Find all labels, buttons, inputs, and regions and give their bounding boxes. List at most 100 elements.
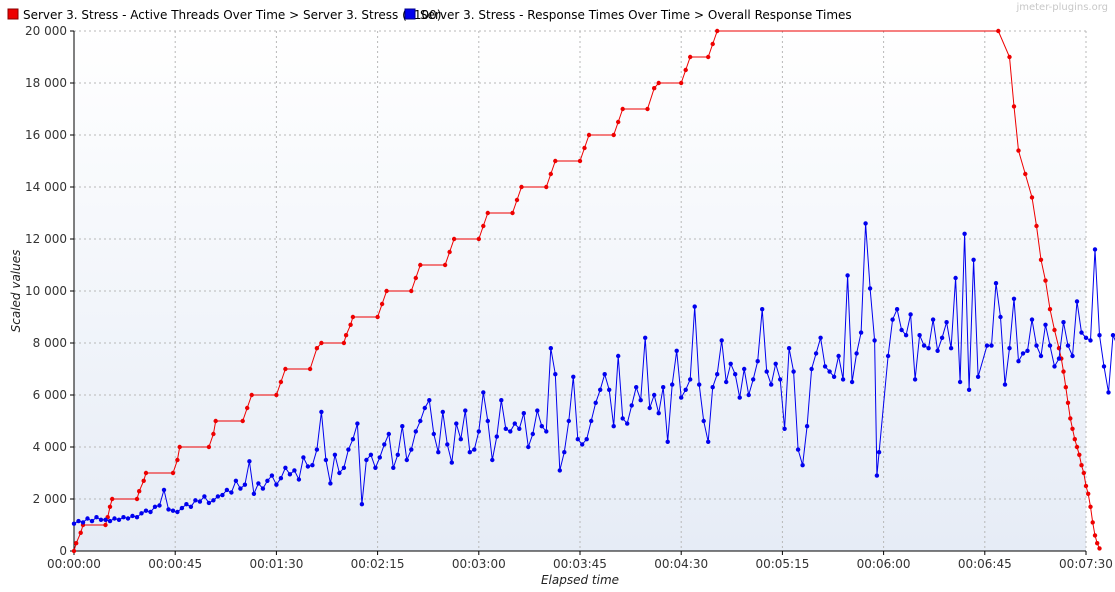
data-point [1079,330,1084,335]
data-point [364,457,369,463]
data-point [1092,533,1098,538]
data-point [1081,470,1087,476]
data-point [1070,426,1075,431]
data-point [130,513,135,519]
data-point [773,361,778,366]
data-point [71,548,77,554]
data-point [74,541,79,546]
data-point [375,314,380,320]
data-point [143,470,149,476]
grid [74,30,1087,551]
data-point [1052,327,1057,333]
data-point [845,273,850,278]
data-point [274,392,279,398]
data-point [206,444,212,450]
data-point [876,450,882,455]
data-point [85,516,90,521]
data-point [328,481,333,486]
data-point [867,286,873,291]
data-point [103,517,108,522]
data-point [1038,353,1044,359]
data-point [724,379,729,385]
data-point [418,418,423,424]
data-point [346,447,351,452]
data-point [611,132,616,138]
x-tick-label: 00:06:00 [857,557,911,571]
data-point [701,418,706,424]
data-point [260,486,266,491]
data-point [1011,104,1017,109]
data-point [742,366,747,372]
data-point [966,387,972,392]
y-tick-label: 6 000 [33,388,67,402]
data-point [1047,343,1053,348]
data-point [197,499,203,504]
data-point [679,80,684,86]
data-point [134,496,140,502]
data-point [476,236,481,242]
data-point [157,503,162,508]
data-point [719,338,724,343]
data-point [620,416,625,421]
data-point [368,452,374,457]
data-point [78,530,83,535]
data-point [764,369,769,374]
data-point [602,372,607,377]
data-point [436,450,441,455]
data-point [116,517,122,522]
data-point [1068,416,1073,421]
data-point [161,487,167,493]
y-tick-label: 0 [59,544,67,558]
data-point [894,307,900,312]
data-point [431,431,436,437]
x-axis: 00:00:00 00:00:45 00:01:30 00:02:15 00:03:00… [47,551,1113,571]
data-point [170,508,176,513]
data-point [786,346,792,351]
data-point [688,54,693,60]
data-point [548,171,553,177]
data-point [1097,333,1102,338]
data-point [679,395,684,400]
legend: Server 3. Stress - Active Threads Over T… [7,8,852,22]
data-point [343,333,349,338]
data-point [110,496,115,502]
data-point [1043,278,1048,283]
data-point [809,366,814,372]
data-point [440,409,445,415]
data-point [1047,307,1053,312]
data-point [1074,299,1080,304]
data-point [413,275,418,281]
data-point [188,504,194,509]
data-point [409,288,414,294]
data-point [510,210,515,216]
data-point [350,314,356,320]
data-point [1034,343,1039,348]
data-point [1061,369,1066,374]
data-point [1038,257,1044,262]
y-tick-label: 16 000 [25,128,67,142]
data-point [577,158,583,164]
data-point [953,275,958,281]
legend-swatch-response-times [404,8,416,20]
data-point [409,447,414,452]
data-point [629,403,634,408]
data-point [242,482,248,487]
data-point [813,351,819,356]
y-axis-title: Scaled values [9,250,23,333]
data-point [634,385,639,390]
series-2 [71,221,1115,526]
data-point [107,504,113,509]
data-point [170,470,176,476]
data-point [899,327,904,333]
data-point [616,353,621,359]
data-point [854,351,859,356]
data-point [944,320,949,325]
data-point [80,520,86,525]
data-point [382,442,387,447]
x-tick-label: 00:06:45 [958,557,1012,571]
data-point [1034,223,1039,229]
data-point [652,86,657,91]
data-point [553,372,558,377]
data-point [751,377,756,382]
